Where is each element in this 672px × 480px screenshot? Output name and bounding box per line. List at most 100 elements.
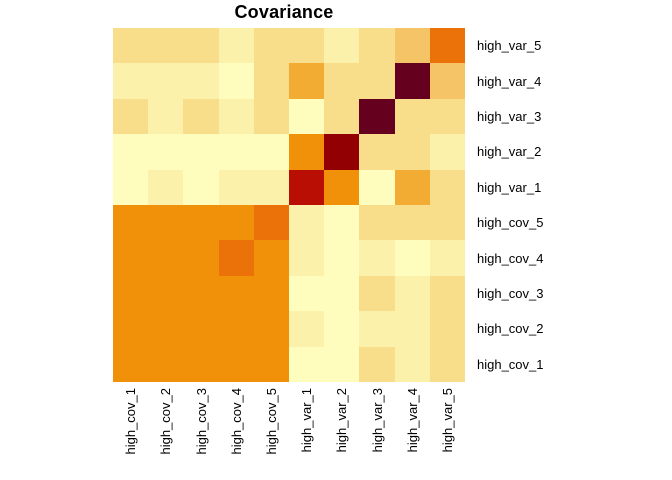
heatmap-cell-high_var_4-high_var_5 bbox=[429, 63, 465, 99]
row-label-high_var_3: high_var_3 bbox=[477, 109, 542, 125]
col-label-high_cov_2: high_cov_2 bbox=[158, 388, 174, 455]
row-label-high_var_2: high_var_2 bbox=[477, 144, 542, 160]
heatmap-cell-high_cov_1-high_cov_4 bbox=[218, 346, 254, 382]
heatmap-cell-high_cov_2-high_cov_2 bbox=[148, 311, 184, 347]
heatmap-cell-high_var_1-high_cov_4 bbox=[218, 169, 254, 205]
heatmap-cell-high_cov_1-high_var_1 bbox=[289, 346, 325, 382]
heatmap-cell-high_var_2-high_cov_5 bbox=[253, 134, 289, 170]
heatmap-cell-high_var_4-high_cov_1 bbox=[113, 63, 149, 99]
heatmap-cell-high_var_2-high_var_4 bbox=[394, 134, 430, 170]
heatmap-cell-high_var_1-high_var_1 bbox=[289, 169, 325, 205]
heatmap-cell-high_var_4-high_cov_3 bbox=[183, 63, 219, 99]
col-label-high_var_2: high_var_2 bbox=[334, 388, 350, 453]
heatmap-cell-high_cov_3-high_cov_4 bbox=[218, 275, 254, 312]
heatmap-cell-high_var_3-high_cov_2 bbox=[148, 98, 184, 135]
heatmap-cell-high_cov_4-high_cov_5 bbox=[253, 240, 289, 276]
heatmap-cell-high_cov_3-high_var_2 bbox=[324, 275, 360, 312]
heatmap-cell-high_cov_3-high_cov_5 bbox=[253, 275, 289, 312]
heatmap-cell-high_var_2-high_var_2 bbox=[324, 134, 360, 170]
heatmap-cell-high_var_5-high_var_5 bbox=[429, 28, 465, 64]
heatmap-cell-high_cov_5-high_cov_3 bbox=[183, 205, 219, 241]
heatmap-cell-high_cov_5-high_cov_1 bbox=[113, 205, 149, 241]
heatmap-cell-high_var_5-high_var_2 bbox=[324, 28, 360, 64]
heatmap-cell-high_var_3-high_var_1 bbox=[289, 98, 325, 135]
heatmap-cell-high_cov_3-high_var_1 bbox=[289, 275, 325, 312]
heatmap-cell-high_cov_5-high_cov_5 bbox=[253, 205, 289, 241]
heatmap-cell-high_cov_1-high_var_3 bbox=[359, 346, 395, 382]
col-label-high_var_1: high_var_1 bbox=[299, 388, 315, 453]
heatmap-cell-high_cov_5-high_var_3 bbox=[359, 205, 395, 241]
heatmap-cell-high_var_4-high_var_2 bbox=[324, 63, 360, 99]
heatmap-cell-high_var_4-high_var_3 bbox=[359, 63, 395, 99]
heatmap-cell-high_var_5-high_var_4 bbox=[394, 28, 430, 64]
row-label-high_var_4: high_var_4 bbox=[477, 73, 542, 89]
heatmap-cell-high_cov_1-high_var_2 bbox=[324, 346, 360, 382]
heatmap-cell-high_var_1-high_cov_3 bbox=[183, 169, 219, 205]
heatmap-cell-high_cov_5-high_var_1 bbox=[289, 205, 325, 241]
heatmap-cell-high_cov_5-high_cov_2 bbox=[148, 205, 184, 241]
heatmap-cell-high_cov_3-high_cov_3 bbox=[183, 275, 219, 312]
heatmap-cell-high_cov_3-high_var_4 bbox=[394, 275, 430, 312]
heatmap-cell-high_var_2-high_var_1 bbox=[289, 134, 325, 170]
heatmap-cell-high_cov_1-high_cov_5 bbox=[253, 346, 289, 382]
heatmap-cell-high_var_1-high_var_5 bbox=[429, 169, 465, 205]
heatmap-cell-high_var_5-high_cov_5 bbox=[253, 28, 289, 64]
heatmap-cell-high_cov_3-high_var_5 bbox=[429, 275, 465, 312]
heatmap-cell-high_var_2-high_cov_1 bbox=[113, 134, 149, 170]
heatmap-cell-high_var_5-high_cov_2 bbox=[148, 28, 184, 64]
heatmap-cell-high_cov_4-high_cov_3 bbox=[183, 240, 219, 276]
heatmap-cell-high_cov_3-high_var_3 bbox=[359, 275, 395, 312]
heatmap-cell-high_var_3-high_cov_4 bbox=[218, 98, 254, 135]
col-label-high_var_5: high_var_5 bbox=[439, 388, 455, 453]
heatmap-cell-high_var_5-high_cov_1 bbox=[113, 28, 149, 64]
row-label-high_cov_3: high_cov_3 bbox=[477, 286, 544, 302]
col-label-high_cov_1: high_cov_1 bbox=[123, 388, 139, 455]
plot-title: Covariance bbox=[234, 2, 334, 22]
heatmap-cell-high_cov_2-high_var_4 bbox=[394, 311, 430, 347]
heatmap-cell-high_var_4-high_cov_5 bbox=[253, 63, 289, 99]
heatmap-cell-high_cov_3-high_cov_1 bbox=[113, 275, 149, 312]
heatmap-cell-high_var_3-high_var_2 bbox=[324, 98, 360, 135]
heatmap-cell-high_var_2-high_cov_4 bbox=[218, 134, 254, 170]
heatmap-cell-high_var_4-high_var_4 bbox=[394, 63, 430, 99]
heatmap-cell-high_var_3-high_cov_5 bbox=[253, 98, 289, 135]
heatmap-cell-high_cov_4-high_var_5 bbox=[429, 240, 465, 276]
heatmap-cell-high_var_5-high_var_3 bbox=[359, 28, 395, 64]
heatmap-cell-high_var_3-high_var_5 bbox=[429, 98, 465, 135]
col-label-high_cov_4: high_cov_4 bbox=[228, 388, 244, 455]
heatmap-cell-high_cov_2-high_var_1 bbox=[289, 311, 325, 347]
heatmap-cell-high_var_1-high_var_4 bbox=[394, 169, 430, 205]
heatmap-cell-high_cov_2-high_var_2 bbox=[324, 311, 360, 347]
row-label-high_cov_4: high_cov_4 bbox=[477, 250, 544, 266]
heatmap-cell-high_cov_5-high_var_5 bbox=[429, 205, 465, 241]
heatmap-cell-high_var_4-high_var_1 bbox=[289, 63, 325, 99]
row-label-high_cov_1: high_cov_1 bbox=[477, 356, 544, 372]
col-label-high_cov_3: high_cov_3 bbox=[193, 388, 209, 455]
heatmap-cell-high_var_4-high_cov_4 bbox=[218, 63, 254, 99]
row-label-high_cov_2: high_cov_2 bbox=[477, 321, 544, 337]
heatmap-cell-high_var_3-high_var_4 bbox=[394, 98, 430, 135]
heatmap-cell-high_var_2-high_cov_2 bbox=[148, 134, 184, 170]
heatmap-cell-high_cov_4-high_var_2 bbox=[324, 240, 360, 276]
heatmap-cell-high_cov_1-high_var_5 bbox=[429, 346, 465, 382]
heatmap-cell-high_cov_1-high_var_4 bbox=[394, 346, 430, 382]
heatmap-cell-high_var_3-high_var_3 bbox=[359, 98, 395, 135]
row-label-high_var_5: high_var_5 bbox=[477, 38, 542, 54]
heatmap-cell-high_cov_2-high_cov_1 bbox=[113, 311, 149, 347]
col-label-high_var_4: high_var_4 bbox=[404, 388, 420, 453]
heatmap-cell-high_var_1-high_cov_5 bbox=[253, 169, 289, 205]
heatmap-cell-high_var_1-high_var_3 bbox=[359, 169, 395, 205]
heatmap-cell-high_cov_4-high_cov_4 bbox=[218, 240, 254, 276]
heatmap-cell-high_cov_5-high_var_4 bbox=[394, 205, 430, 241]
heatmap-cell-high_var_1-high_var_2 bbox=[324, 169, 360, 205]
row-labels: high_var_5 high_var_4 high_var_3 high_var_2… bbox=[477, 28, 667, 382]
heatmap-cell-high_cov_2-high_var_3 bbox=[359, 311, 395, 347]
heatmap-cell-high_cov_4-high_var_4 bbox=[394, 240, 430, 276]
heatmap-cell-high_var_2-high_var_3 bbox=[359, 134, 395, 170]
heatmap-cell-high_var_2-high_cov_3 bbox=[183, 134, 219, 170]
heatmap-cell-high_cov_4-high_cov_2 bbox=[148, 240, 184, 276]
heatmap-cell-high_cov_2-high_cov_3 bbox=[183, 311, 219, 347]
heatmap-cell-high_cov_2-high_cov_4 bbox=[218, 311, 254, 347]
col-labels: high_cov_1 high_cov_2 high_cov_3 high_cov_4… bbox=[113, 388, 465, 478]
